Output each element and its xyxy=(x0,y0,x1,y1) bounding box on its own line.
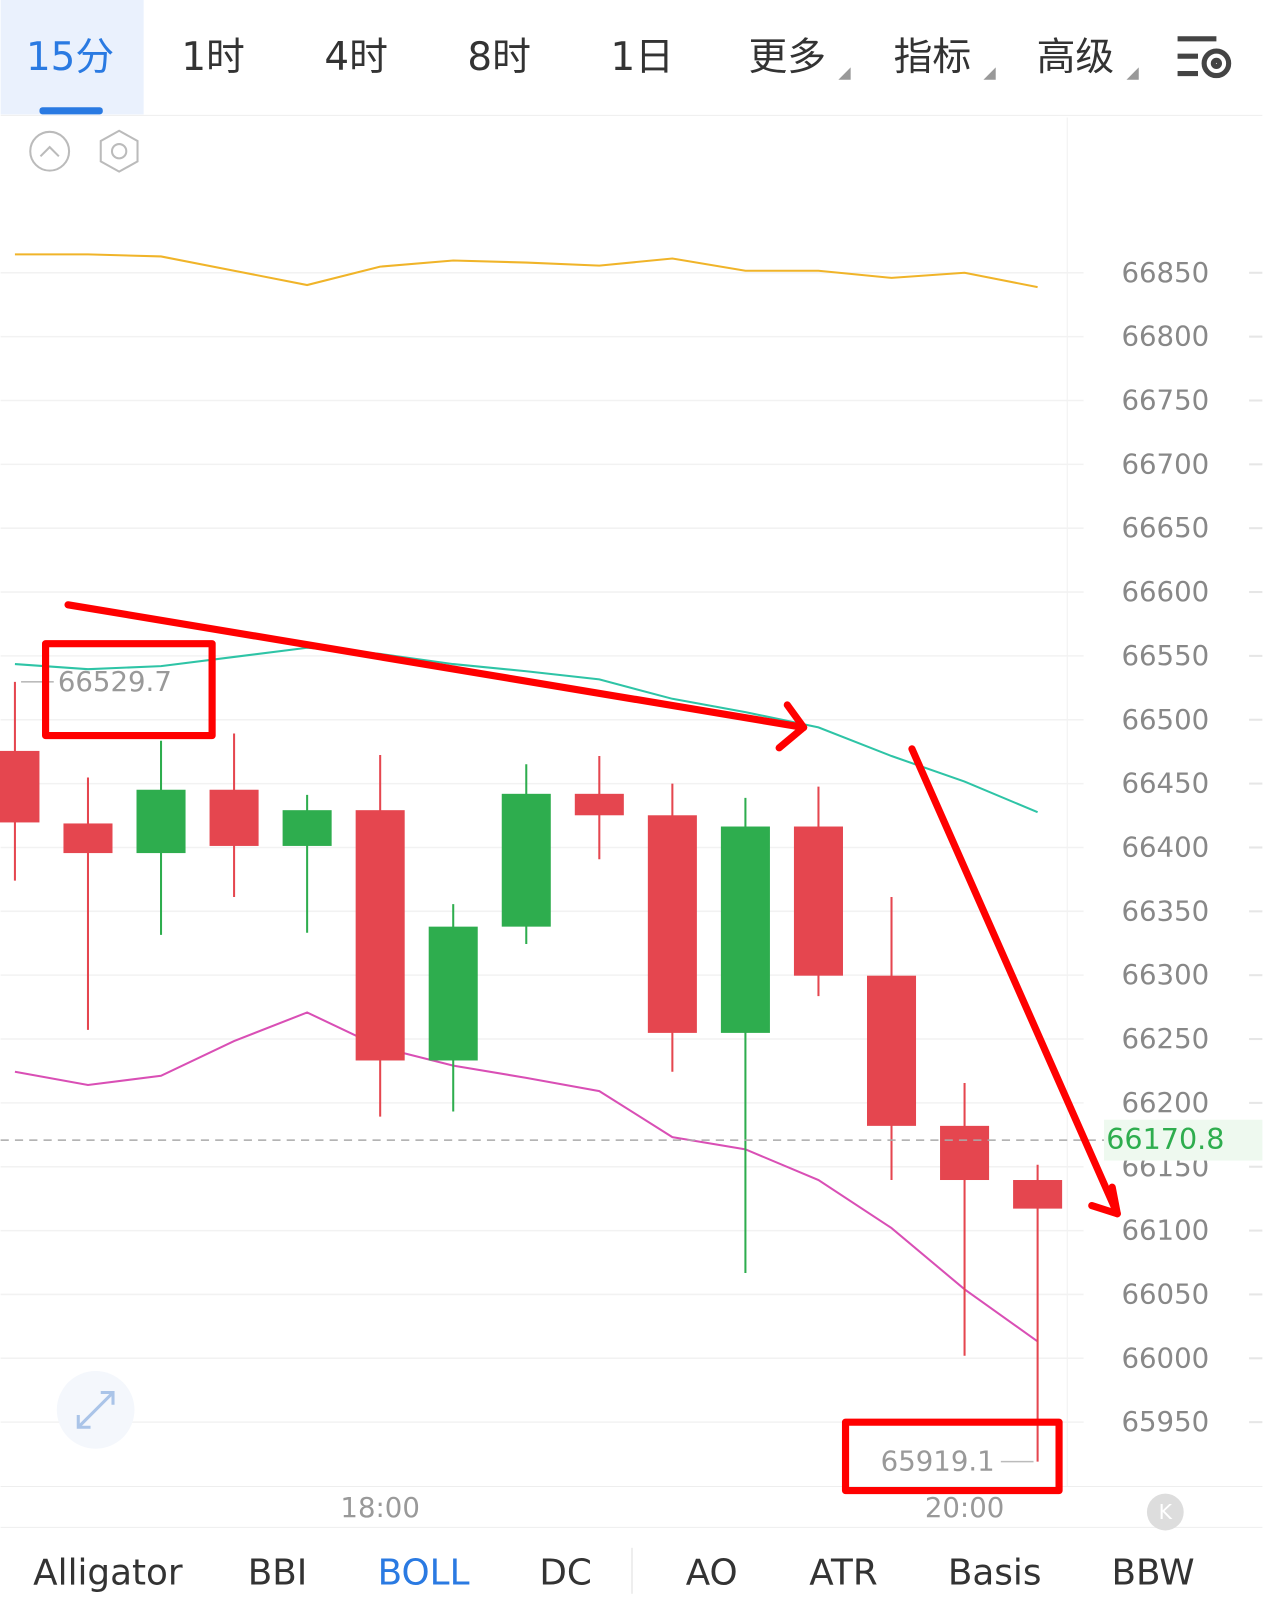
y-tick-label: 66750 xyxy=(1121,384,1209,417)
y-tick-label: 66800 xyxy=(1121,320,1209,353)
band-line xyxy=(14,1011,1039,1343)
y-tick-label: 66350 xyxy=(1121,894,1209,927)
plot: 66529.7 65919.1 66170.8 xyxy=(0,253,1263,1478)
candle-body xyxy=(866,975,917,1126)
indicator-tab[interactable]: BBW xyxy=(1111,1552,1194,1593)
indicator-tab[interactable]: ATR xyxy=(809,1552,877,1593)
y-tick-label: 66400 xyxy=(1121,830,1209,863)
candle-body xyxy=(428,926,478,1061)
indicator-tab[interactable]: Basis xyxy=(948,1552,1042,1593)
high-label: 66529.7 xyxy=(58,665,172,698)
candle-body xyxy=(1013,1180,1063,1209)
annotation xyxy=(42,601,1121,1495)
candle-body xyxy=(355,810,405,1061)
x-tick-label: 20:00 xyxy=(925,1491,1004,1524)
y-tick-label: 66700 xyxy=(1121,447,1209,480)
y-tick-label: 66650 xyxy=(1121,511,1209,544)
last-price-label: 66170.8 xyxy=(1106,1122,1224,1156)
candle-body xyxy=(793,826,843,976)
indicator-tab[interactable]: AO xyxy=(686,1552,738,1593)
low-label: 65919.1 xyxy=(881,1445,995,1478)
candle-body xyxy=(940,1125,990,1181)
y-tick-label: 66450 xyxy=(1121,767,1209,800)
y-tick-label: 66100 xyxy=(1121,1214,1209,1247)
y-tick-label: 66050 xyxy=(1121,1277,1209,1310)
scroll-end-button[interactable]: K xyxy=(1146,1493,1184,1531)
y-tick-label: 66550 xyxy=(1121,639,1209,672)
band-line xyxy=(14,253,1038,289)
tab[interactable]: 1时 xyxy=(181,35,245,80)
indicator-tab[interactable]: DC xyxy=(539,1552,592,1593)
settings-hex-icon[interactable] xyxy=(99,129,139,173)
candle-body xyxy=(209,789,259,846)
tab[interactable]: 指标 xyxy=(894,35,972,80)
settings-icon[interactable] xyxy=(1177,36,1232,79)
candle-body xyxy=(647,815,697,1033)
candle-body xyxy=(63,823,113,854)
candle-body xyxy=(282,810,332,846)
band-line xyxy=(14,646,1039,814)
tab[interactable]: 高级 xyxy=(1037,35,1115,80)
candle-body xyxy=(136,789,186,854)
y-tick-label: 66250 xyxy=(1121,1022,1209,1055)
tab[interactable]: 1日 xyxy=(610,35,674,80)
active-tab-bg xyxy=(0,0,144,115)
candle-body xyxy=(0,750,40,823)
y-tick-label: 66500 xyxy=(1121,703,1209,736)
tab[interactable]: 更多 xyxy=(748,35,826,80)
y-tick-label: 65950 xyxy=(1121,1405,1209,1438)
expand-icon[interactable] xyxy=(56,1371,135,1449)
collapse-icon[interactable] xyxy=(29,130,71,172)
y-tick-label: 66600 xyxy=(1121,575,1209,608)
candle-body xyxy=(501,793,551,927)
last-price-bg xyxy=(1104,1119,1263,1161)
y-tick-label: 66300 xyxy=(1121,958,1209,991)
candle-body xyxy=(720,826,770,1033)
y-tick-label: 66000 xyxy=(1121,1341,1209,1374)
x-tick-label: 18:00 xyxy=(340,1491,419,1524)
active-tab-underline xyxy=(39,107,103,115)
tab[interactable]: 15分 xyxy=(26,35,114,80)
grid: 6595066000660506610066150662006625066300… xyxy=(0,256,1263,1438)
indicator-tab[interactable]: BOLL xyxy=(378,1552,470,1593)
indicator-tab[interactable]: BBI xyxy=(248,1552,308,1593)
y-tick-label: 66200 xyxy=(1121,1086,1209,1119)
tab[interactable]: 4时 xyxy=(324,35,388,80)
indicator-tab[interactable]: Alligator xyxy=(33,1552,183,1593)
y-tick-label: 66850 xyxy=(1121,256,1209,289)
svg-text:K: K xyxy=(1159,1500,1173,1524)
candle-body xyxy=(574,793,624,816)
tab[interactable]: 8时 xyxy=(467,35,531,80)
